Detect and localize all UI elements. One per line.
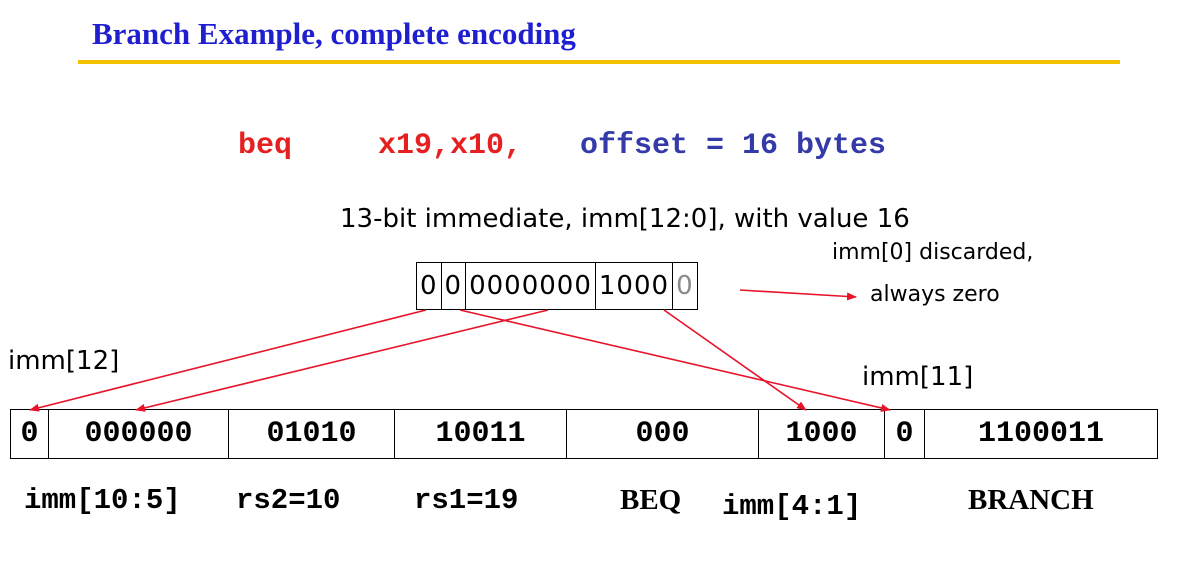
instruction-registers: x19,x10, [378,129,523,163]
field-imm11: 0 [885,410,925,458]
immediate-caption: 13-bit immediate, imm[12:0], with value … [340,204,910,234]
field-imm10-5: 000000 [49,410,229,458]
immediate-bits-box: 0 0 0000000 1000 0 [416,262,698,310]
label-rs1: rs1=19 [414,484,519,517]
slide-title: Branch Example, complete encoding [92,16,576,51]
field-rs2: 01010 [229,410,395,458]
arrow-discard [739,289,857,301]
label-beq: BEQ [620,484,682,516]
instruction-mnemonic: beq [238,129,293,163]
imm12-label: imm[12] [8,346,120,376]
imm-bit-11: 0 [442,263,467,309]
label-branch: BRANCH [968,484,1094,516]
encoding-row: 0 000000 01010 10011 000 1000 0 1100011 [10,409,1158,459]
field-funct3: 000 [567,410,759,458]
imm-bits-10-5: 0000000 [466,263,596,309]
label-imm4-1: imm[4:1] [722,490,862,523]
imm-bits-4-1: 1000 [596,263,674,309]
discard-note-line1: imm[0] discarded, [832,240,1034,265]
imm-bit-0: 0 [676,271,694,301]
discard-note-line2: always zero [870,282,1000,307]
arrow-imm10-5 [135,309,549,412]
field-rs1: 10011 [395,410,567,458]
field-imm12: 0 [11,410,49,458]
title-underline [78,60,1120,64]
imm11-label: imm[11] [862,362,974,392]
arrow-imm11 [459,309,891,412]
arrow-imm4-1 [663,309,807,411]
field-opcode: 1100011 [977,417,1105,451]
label-rs2: rs2=10 [236,484,341,517]
instruction-offset: offset = 16 bytes [580,129,887,163]
field-imm4-1: 1000 [759,410,885,458]
imm-bit-12: 0 [417,263,442,309]
arrow-imm12 [29,309,427,412]
label-imm10-5: imm[10:5] [24,484,181,517]
